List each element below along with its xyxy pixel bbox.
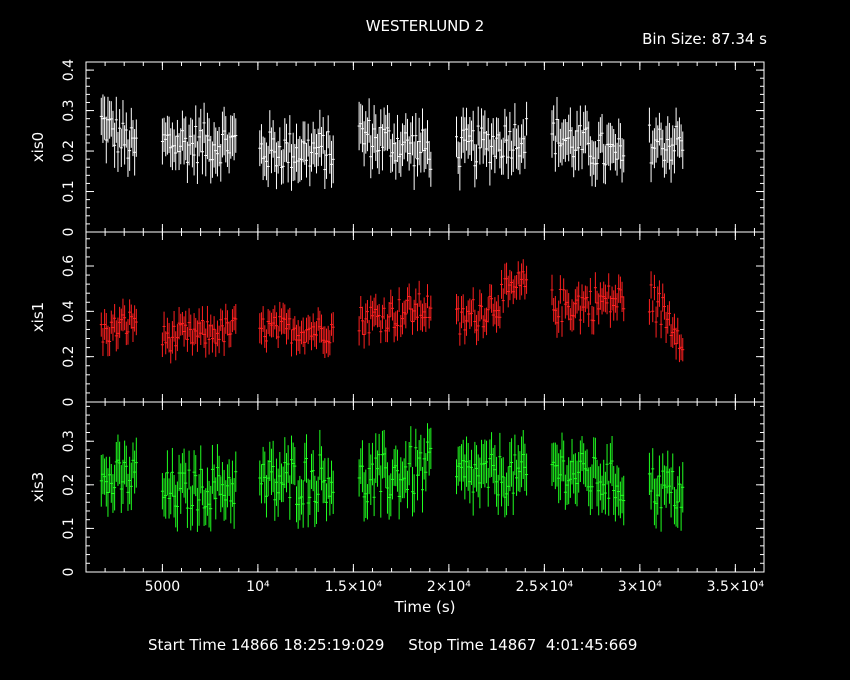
y-axis-label-xis1: xis1 xyxy=(29,302,47,332)
y-axis-label-xis0: xis0 xyxy=(29,132,47,162)
y-tick-label-xis0: 0.4 xyxy=(61,59,77,81)
time-range-footer: Start Time 14866 18:25:19:029 Stop Time … xyxy=(148,636,638,654)
y-tick-label-xis0: 0.2 xyxy=(61,140,77,162)
y-tick-label-xis3: 0.1 xyxy=(61,517,77,539)
x-tick-label: 3×10⁴ xyxy=(618,579,662,595)
plot-title: WESTERLUND 2 xyxy=(365,17,485,35)
y-tick-label-xis1: 0 xyxy=(61,398,77,407)
y-tick-label-xis1: 0.6 xyxy=(61,255,77,277)
x-tick-label: 1.5×10⁴ xyxy=(325,579,383,595)
x-axis-label: Time (s) xyxy=(394,598,456,616)
y-tick-label-xis0: 0.3 xyxy=(61,99,77,121)
y-tick-label-xis3: 0.2 xyxy=(61,474,77,496)
y-tick-label-xis0: 0.1 xyxy=(61,180,77,202)
x-tick-label: 2×10⁴ xyxy=(427,579,471,595)
x-tick-label: 3.5×10⁴ xyxy=(707,579,765,595)
y-tick-label-xis1: 0.2 xyxy=(61,346,77,368)
panel-frame-xis3 xyxy=(85,401,765,573)
y-tick-label-xis0: 0 xyxy=(61,228,77,237)
y-tick-label-xis1: 0.4 xyxy=(61,300,77,322)
y-tick-label-xis3: 0.3 xyxy=(61,430,77,452)
y-axis-label-xis3: xis3 xyxy=(29,472,47,502)
x-tick-label: 2.5×10⁴ xyxy=(516,579,574,595)
bin-size-label: Bin Size: 87.34 s xyxy=(642,30,767,48)
x-tick-label: 10⁴ xyxy=(246,579,270,595)
x-tick-label: 5000 xyxy=(145,579,181,595)
y-tick-label-xis3: 0 xyxy=(61,568,77,577)
